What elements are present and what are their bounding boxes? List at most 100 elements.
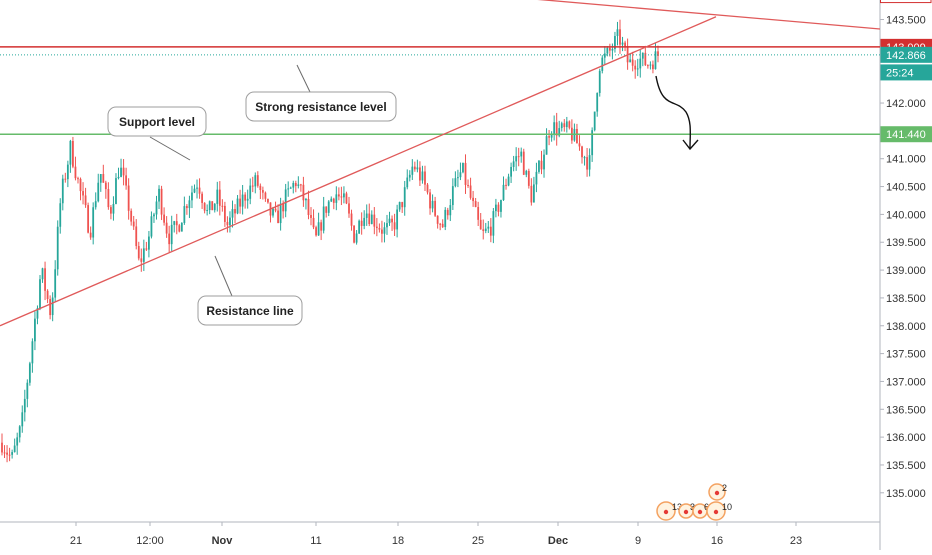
candle-body <box>199 188 201 194</box>
candle-body <box>358 221 360 234</box>
candle-body <box>100 174 102 183</box>
event-dot <box>684 510 688 514</box>
candle-body <box>224 206 226 222</box>
candle-body <box>156 202 158 215</box>
callout-pointer <box>215 256 232 296</box>
candle-body <box>399 202 401 209</box>
candle-body <box>482 229 484 231</box>
candle-body <box>619 29 621 44</box>
callout-text: Support level <box>119 115 195 129</box>
x-tick-label: 18 <box>392 535 404 547</box>
candle-body <box>419 167 421 180</box>
candle-body <box>363 218 365 226</box>
candle-body <box>381 230 383 234</box>
candle-body <box>237 199 239 214</box>
candle-body <box>123 168 125 176</box>
candle-body <box>262 190 264 193</box>
annotation-callout[interactable]: Resistance line <box>198 256 302 325</box>
y-tick-label: 141.000 <box>886 154 926 166</box>
y-tick-label: 140.500 <box>886 182 926 194</box>
candle-body <box>204 203 206 211</box>
candle-body <box>67 165 69 180</box>
candle-body <box>59 203 61 226</box>
event-count: 10 <box>722 502 732 512</box>
annotation-callout[interactable]: Strong resistance level <box>246 65 396 121</box>
candle-body <box>606 48 608 54</box>
candle-body <box>52 298 54 315</box>
candle-body <box>19 426 21 437</box>
candle-body <box>272 209 274 216</box>
candle-body <box>386 223 388 227</box>
x-tick-label: Dec <box>548 535 568 547</box>
candle-body <box>239 199 241 207</box>
candle-body <box>584 157 586 158</box>
candle-body <box>287 188 289 189</box>
candle-body <box>356 233 358 242</box>
candle-body <box>416 167 418 169</box>
candle-body <box>548 136 550 137</box>
candle-body <box>138 246 140 258</box>
candle-body <box>4 452 6 453</box>
y-tick-label: 139.000 <box>886 265 926 277</box>
candle-body <box>64 179 66 180</box>
candle-body <box>475 201 477 207</box>
candle-body <box>209 201 211 210</box>
x-tick-label: 16 <box>711 535 723 547</box>
candle-body <box>543 155 545 170</box>
candle-body <box>130 211 132 222</box>
candle-body <box>460 172 462 177</box>
candle-body <box>300 184 302 185</box>
candle-body <box>259 186 261 190</box>
candle-body <box>54 269 56 297</box>
candle-body <box>29 363 31 382</box>
candle-body <box>477 207 479 220</box>
price-label-3: 25:24 <box>881 64 932 80</box>
trend-line-1[interactable] <box>320 0 880 29</box>
candle-body <box>183 206 185 223</box>
candle-body <box>9 455 11 456</box>
candle-body <box>181 223 183 232</box>
y-tick-label: 135.000 <box>886 488 926 500</box>
candle-body <box>487 227 489 229</box>
y-tick-label: 138.500 <box>886 293 926 305</box>
candle-body <box>508 177 510 186</box>
candle-body <box>343 193 345 197</box>
annotation-callout[interactable]: Support level <box>108 107 206 160</box>
candle-body <box>82 191 84 195</box>
candle-body <box>234 209 236 213</box>
candle-body <box>49 299 51 315</box>
price-label-4: 141.440 <box>881 126 932 142</box>
y-tick-label: 142.000 <box>886 98 926 110</box>
candle-body <box>652 65 654 70</box>
candle-body <box>87 205 89 233</box>
candle-body <box>515 156 517 161</box>
x-tick-label: 11 <box>310 535 321 547</box>
callout-pointer <box>297 65 310 92</box>
candle-body <box>404 187 406 207</box>
candle-body <box>257 175 259 186</box>
candle-body <box>211 201 213 210</box>
candle-body <box>206 210 208 211</box>
candle-body <box>115 178 117 204</box>
candle-body <box>351 214 353 226</box>
candle-body <box>371 215 373 224</box>
candle-body <box>313 218 315 227</box>
trend-line-0[interactable] <box>0 17 716 326</box>
candle-body <box>168 234 170 245</box>
candle-body <box>536 172 538 185</box>
forecast-arrow[interactable] <box>656 76 690 148</box>
candle-body <box>120 168 122 177</box>
candle-body <box>140 258 142 261</box>
candle-body <box>510 167 512 177</box>
candle-body <box>566 121 568 127</box>
candle-body <box>297 184 299 186</box>
candle-body <box>601 58 603 71</box>
candle-body <box>340 196 342 197</box>
candle-body <box>576 129 578 143</box>
candle-body <box>361 221 363 226</box>
y-tick-label: 138.000 <box>886 321 926 333</box>
y-tick-label: 136.500 <box>886 404 926 416</box>
